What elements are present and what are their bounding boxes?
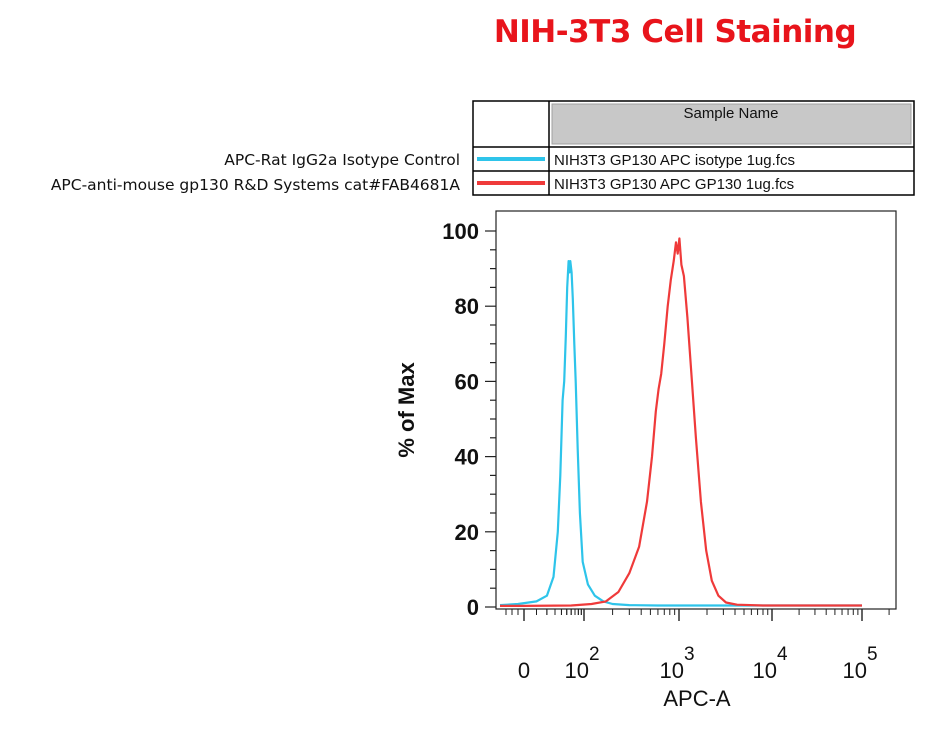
sample-table: Sample Name NIH3T3 GP130 APC isotype 1ug…	[472, 100, 915, 196]
x-tick-label: 104	[752, 644, 787, 683]
y-tick-label: 80	[455, 294, 479, 319]
legend-description-gp130: APC-anti-mouse gp130 R&D Systems cat#FAB…	[50, 176, 460, 194]
table-row-sample-gp130: NIH3T3 GP130 APC GP130 1ug.fcs	[554, 176, 794, 193]
series-line-isotype-control	[499, 260, 862, 607]
chart-title: NIH-3T3 Cell Staining	[493, 14, 857, 50]
y-axis: 0 20 40 60 80 100	[442, 219, 496, 620]
y-tick-label: 40	[455, 445, 479, 470]
table-header-label: Sample Name	[683, 105, 778, 122]
y-tick-label: 0	[467, 595, 479, 620]
x-axis-label: APC-A	[663, 686, 731, 711]
y-tick-label: 60	[455, 369, 479, 394]
series-line-anti-gp130	[500, 237, 862, 608]
x-tick-label: 103	[659, 644, 694, 683]
series-group	[499, 237, 862, 608]
table-header-cell	[551, 103, 912, 145]
x-tick-label: 102	[564, 644, 599, 683]
y-tick-label: 20	[455, 520, 479, 545]
x-axis: 0 102 103 104 105	[505, 609, 890, 683]
y-tick-label: 100	[442, 219, 479, 244]
table-row-sample-isotype: NIH3T3 GP130 APC isotype 1ug.fcs	[554, 152, 795, 169]
legend-description-isotype: APC-Rat IgG2a Isotype Control	[224, 151, 460, 169]
x-tick-label: 105	[842, 644, 877, 683]
y-axis-label: % of Max	[394, 362, 419, 458]
x-tick-label: 0	[518, 658, 530, 683]
